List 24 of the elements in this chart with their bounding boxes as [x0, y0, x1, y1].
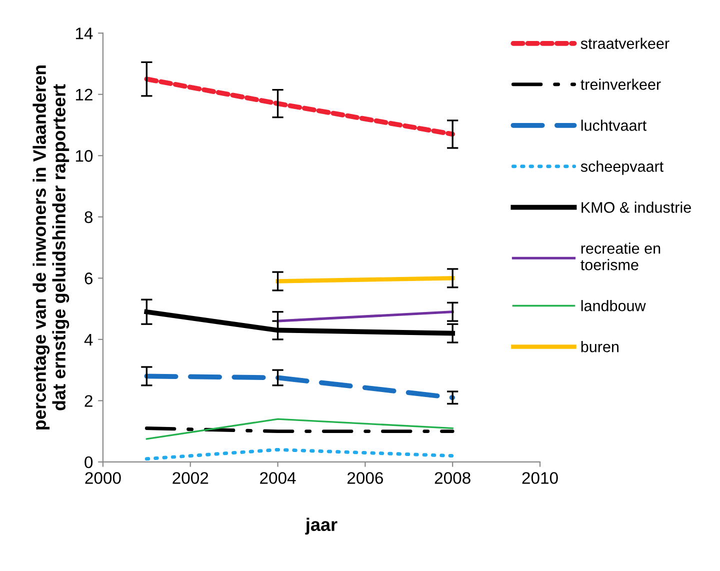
x-axis-title: jaar — [305, 518, 338, 535]
y-tick-label: 6 — [84, 272, 93, 284]
y-tick-label: 0 — [84, 456, 93, 468]
y-tick-label: 12 — [76, 88, 92, 100]
x-tick-label: 2008 — [434, 472, 470, 484]
legend-label: KMO & industrie — [582, 202, 691, 213]
legend-label: luchtvaart — [581, 120, 647, 131]
x-tick-label: 2002 — [172, 472, 208, 484]
y-tick-label: 4 — [84, 334, 93, 346]
legend-label: scheepvaart — [580, 160, 664, 175]
y-tick-label: 10 — [76, 150, 93, 162]
legend-label: recreatie en toerisme — [580, 242, 660, 270]
legend-label: treinverkeer — [580, 78, 661, 90]
legend-label: landbouw — [581, 300, 646, 312]
x-tick-label: 2004 — [260, 472, 296, 484]
y-tick-label: 8 — [84, 211, 93, 224]
x-tick-label: 2010 — [522, 472, 558, 484]
legend-label: straatverkeer — [580, 38, 670, 49]
y-axis-title: percentage van de inwoners in Vlaanderen dat ernstige geluidshinder rapporteert — [32, 66, 70, 430]
x-tick-label: 2006 — [347, 472, 383, 484]
legend-label: buren — [581, 341, 618, 352]
y-tick-label: 2 — [84, 395, 92, 407]
y-tick-label: 14 — [76, 28, 93, 40]
x-tick-label: 2000 — [85, 472, 121, 484]
